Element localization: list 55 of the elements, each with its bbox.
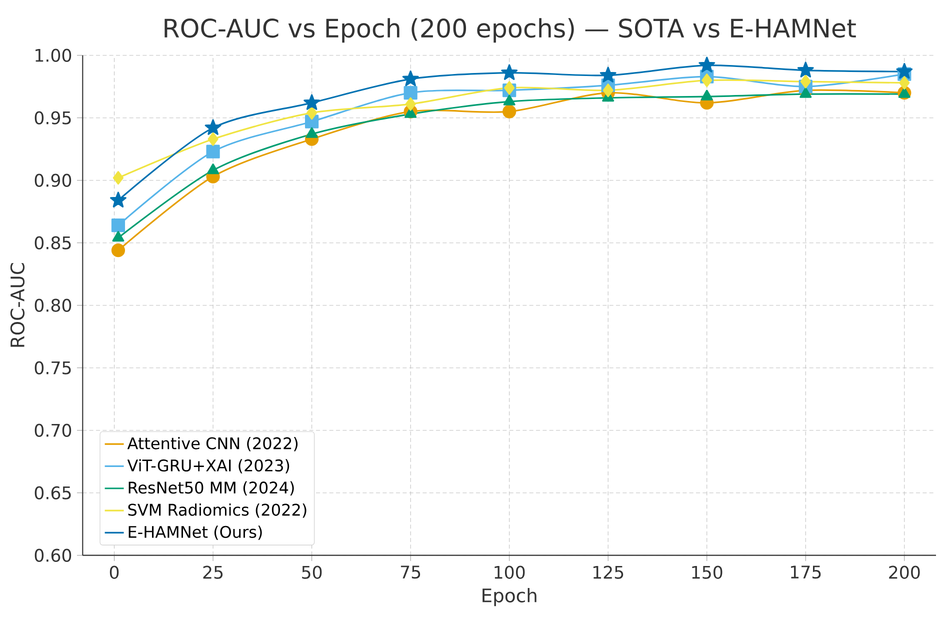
point	[110, 192, 126, 208]
x-tick-label: 200	[889, 566, 920, 579]
point	[698, 56, 716, 72]
point	[502, 104, 516, 118]
x-axis-title: Epoch	[482, 588, 536, 606]
x-tick-label: 0	[110, 566, 119, 579]
legend-label: Attentive CNN (2022)	[127, 436, 298, 452]
point	[402, 70, 419, 86]
x-tick-label: 100	[494, 566, 525, 579]
point	[600, 66, 616, 82]
point	[111, 244, 126, 258]
legend-label: ViT-GRU+XAI (2023)	[127, 459, 290, 474]
y-tick-label: 0.85	[34, 236, 71, 250]
point	[503, 94, 516, 106]
point	[800, 87, 812, 98]
point	[504, 81, 515, 95]
x-tick-label: 50	[302, 566, 322, 579]
point	[899, 76, 910, 90]
point	[304, 94, 320, 110]
point	[206, 144, 220, 158]
y-tick-label: 0.65	[34, 486, 71, 500]
point	[306, 127, 318, 138]
y-tick-label: 0.90	[34, 174, 72, 187]
x-tick-label: 75	[400, 566, 420, 579]
point	[111, 218, 126, 232]
point	[702, 74, 712, 88]
point	[501, 64, 518, 80]
x-tick-label: 125	[593, 566, 624, 579]
point	[112, 231, 124, 242]
y-axis-title: ROC-AUC	[10, 263, 25, 347]
point	[207, 164, 220, 174]
point	[204, 119, 222, 135]
legend-label: SVM Radiomics (2022)	[128, 503, 306, 518]
y-tick-label: 0.95	[34, 111, 71, 124]
y-tick-label: 1.00	[36, 48, 72, 62]
point	[112, 171, 124, 185]
point	[306, 106, 318, 120]
point	[602, 84, 614, 98]
x-tick-label: 25	[203, 566, 223, 579]
point	[405, 97, 416, 111]
point	[404, 86, 418, 100]
chart-title: ROC-AUC vs Epoch (200 epochs) — SOTA vs E-HAMNet	[164, 18, 856, 43]
legend-label: ResNet50 MM (2024)	[128, 481, 294, 496]
x-tick-label: 150	[692, 566, 722, 579]
y-tick-label: 0.80	[34, 298, 72, 312]
point	[896, 62, 913, 79]
point	[797, 62, 814, 78]
y-tick-label: 0.60	[34, 548, 72, 562]
y-tick-label: 0.70	[34, 424, 72, 437]
point	[208, 132, 218, 146]
legend-label: E-HAMNet (Ours)	[128, 526, 262, 540]
point	[800, 74, 811, 88]
y-tick-label: 0.75	[34, 361, 71, 374]
point	[700, 90, 713, 100]
x-tick-label: 175	[790, 566, 821, 579]
